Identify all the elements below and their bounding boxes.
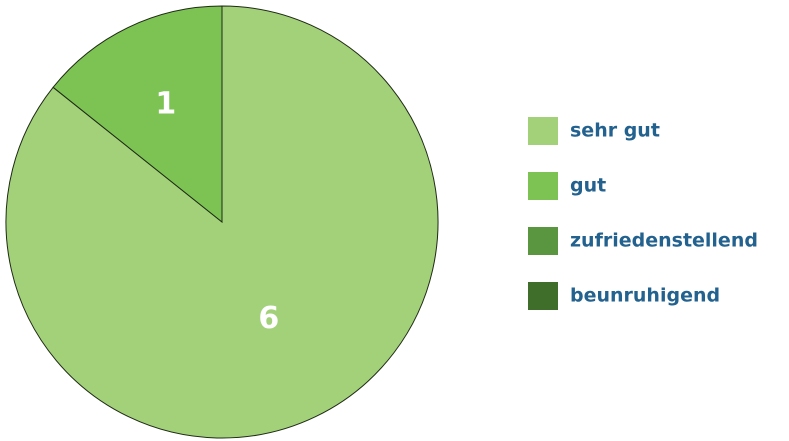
legend-swatch (528, 227, 558, 255)
pie-slice (5, 5, 439, 439)
legend-label: beunruhigend (570, 285, 720, 307)
data-label: 6 (258, 301, 279, 336)
legend-swatch (528, 282, 558, 310)
legend-label: sehr gut (570, 120, 660, 142)
legend-swatch (528, 117, 558, 145)
legend-label: zufriedenstellend (570, 230, 758, 252)
legend-label: gut (570, 175, 606, 197)
legend-swatch (528, 172, 558, 200)
pie-slice (52, 5, 223, 224)
data-label: 1 (155, 87, 176, 122)
